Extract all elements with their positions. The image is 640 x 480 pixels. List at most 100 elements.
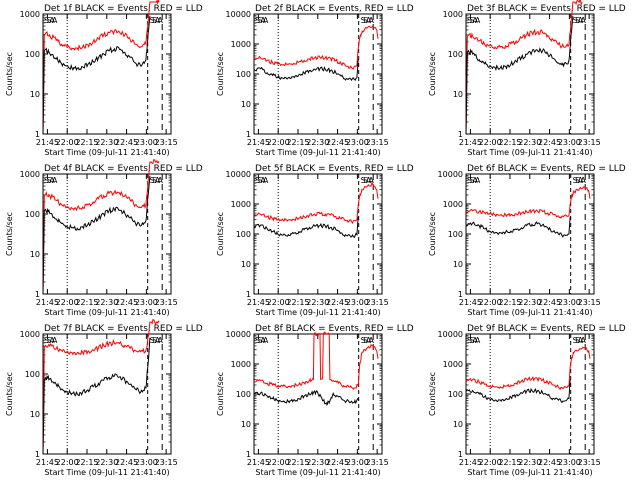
series-line-lld <box>253 24 379 70</box>
saa-annotation: SA <box>150 176 161 185</box>
x-axis-label: Start Time (09-Jul-11 21:41:40) <box>255 468 380 477</box>
x-tick-label: 21:45 <box>247 138 270 147</box>
x-tick-label: 22:45 <box>326 298 349 307</box>
chart-title: Det 6f BLACK = Events, RED = LLD <box>467 164 626 174</box>
series-line-events <box>253 390 359 407</box>
x-axis-label: Start Time (09-Jul-11 21:41:40) <box>44 308 169 317</box>
x-axis-label: Start Time (09-Jul-11 21:41:40) <box>255 148 380 157</box>
x-tick-label: 22:15 <box>498 138 521 147</box>
saa-annotation: SA <box>361 16 372 25</box>
x-tick-label: 22:00 <box>56 138 79 147</box>
saa-annotation: SA <box>470 336 481 345</box>
saa-annotation: SA <box>575 336 586 345</box>
y-tick-label: 10 <box>241 260 251 269</box>
x-tick-label: 22:00 <box>479 298 502 307</box>
y-tick-label: 1 <box>246 130 251 139</box>
x-tick-label: 23:15 <box>155 138 178 147</box>
x-tick-label: 23:00 <box>558 138 581 147</box>
chart-title: Det 8f BLACK = Events, RED = LLD <box>255 324 414 334</box>
x-tick-label: 22:45 <box>115 138 138 147</box>
x-tick-label: 22:30 <box>95 298 118 307</box>
series-line-lld <box>253 331 379 391</box>
x-tick-label: 23:00 <box>558 298 581 307</box>
chart-panel-1: Det 1f BLACK = Events, RED = LLD 1 10 100 10… <box>5 0 203 157</box>
x-tick-label: 22:15 <box>286 298 309 307</box>
saa-annotation: SA <box>255 16 266 25</box>
x-tick-label: 23:15 <box>366 298 389 307</box>
y-tick-label: 1 <box>246 450 251 459</box>
x-tick-label: 23:15 <box>366 458 389 467</box>
saa-annotation: SA <box>467 16 478 25</box>
x-tick-label: 22:00 <box>267 138 290 147</box>
y-axis-label: Counts/sec <box>216 52 225 96</box>
y-axis-label: Counts/sec <box>5 372 14 416</box>
chart-title: Det 9f BLACK = Events, RED = LLD <box>467 324 626 334</box>
x-tick-label: 22:30 <box>95 138 118 147</box>
y-tick-label: 10 <box>30 90 40 99</box>
series-line-events <box>465 379 571 404</box>
saa-annotation: SA <box>152 16 163 25</box>
series-line-events <box>42 175 151 295</box>
y-tick-label: 100 <box>448 230 463 239</box>
saa-annotation: SA <box>573 176 584 185</box>
x-tick-label: 23:00 <box>346 458 369 467</box>
x-tick-label: 21:45 <box>459 138 482 147</box>
x-axis-label: Start Time (09-Jul-11 21:41:40) <box>44 148 169 157</box>
x-axis-label: Start Time (09-Jul-11 21:41:40) <box>467 308 592 317</box>
x-tick-label: 22:30 <box>518 298 541 307</box>
y-tick-label: 1 <box>246 290 251 299</box>
y-tick-label: 100 <box>25 210 40 219</box>
saa-annotation: SA <box>573 336 584 345</box>
chart-title: Det 5f BLACK = Events, RED = LLD <box>255 164 414 174</box>
y-tick-label: 10000 <box>438 170 463 179</box>
saa-annotation: SA <box>467 176 478 185</box>
series-line-lld <box>253 181 379 225</box>
x-tick-label: 22:30 <box>518 138 541 147</box>
series-line-lld <box>465 0 583 135</box>
chart-panel-3: Det 3f BLACK = Events, RED = LLD 1 10 100 10… <box>428 0 626 157</box>
saa-annotation: SA <box>467 336 478 345</box>
x-tick-label: 21:45 <box>459 298 482 307</box>
y-axis-label: Counts/sec <box>216 212 225 256</box>
x-tick-label: 21:45 <box>247 458 270 467</box>
saa-annotation: SA <box>573 16 584 25</box>
y-tick-label: 1000 <box>231 360 251 369</box>
y-tick-label: 1 <box>458 450 463 459</box>
x-tick-label: 23:00 <box>135 298 158 307</box>
series-line-events <box>253 59 359 82</box>
y-axis-label: Counts/sec <box>5 52 14 96</box>
x-tick-label: 22:00 <box>479 458 502 467</box>
saa-annotation: SA <box>470 176 481 185</box>
x-tick-label: 23:00 <box>135 138 158 147</box>
x-tick-label: 21:45 <box>36 458 59 467</box>
y-tick-label: 10 <box>453 420 463 429</box>
chart-panel-7: Det 7f BLACK = Events, RED = LLD 1 10 100 10… <box>5 318 203 477</box>
chart-title: Det 4f BLACK = Events, RED = LLD <box>44 164 203 174</box>
y-tick-label: 10 <box>453 90 463 99</box>
y-tick-label: 100 <box>236 390 251 399</box>
plot-frame <box>42 333 172 455</box>
chart-panel-9: Det 9f BLACK = Events, RED = LLD 1 10 100 10… <box>428 324 626 477</box>
y-tick-label: 1000 <box>443 10 463 19</box>
chart-title: Det 3f BLACK = Events, RED = LLD <box>467 4 626 14</box>
x-tick-label: 23:15 <box>155 458 178 467</box>
x-tick-label: 22:00 <box>56 298 79 307</box>
saa-annotation: SA <box>258 336 269 345</box>
y-tick-label: 1 <box>35 290 40 299</box>
x-tick-label: 21:45 <box>459 458 482 467</box>
saa-annotation: SA <box>47 16 58 25</box>
y-tick-label: 10000 <box>226 170 251 179</box>
chart-title: Det 1f BLACK = Events, RED = LLD <box>44 4 203 14</box>
y-tick-label: 1000 <box>443 200 463 209</box>
x-tick-label: 22:45 <box>326 138 349 147</box>
x-tick-label: 23:00 <box>558 458 581 467</box>
x-tick-label: 22:00 <box>479 138 502 147</box>
x-axis-label: Start Time (09-Jul-11 21:41:40) <box>467 468 592 477</box>
saa-annotation: SA <box>152 176 163 185</box>
x-tick-label: 22:30 <box>518 458 541 467</box>
x-tick-label: 22:15 <box>75 458 98 467</box>
saa-annotation: SA <box>152 336 163 345</box>
saa-annotation: SA <box>575 176 586 185</box>
x-tick-label: 22:15 <box>498 458 521 467</box>
